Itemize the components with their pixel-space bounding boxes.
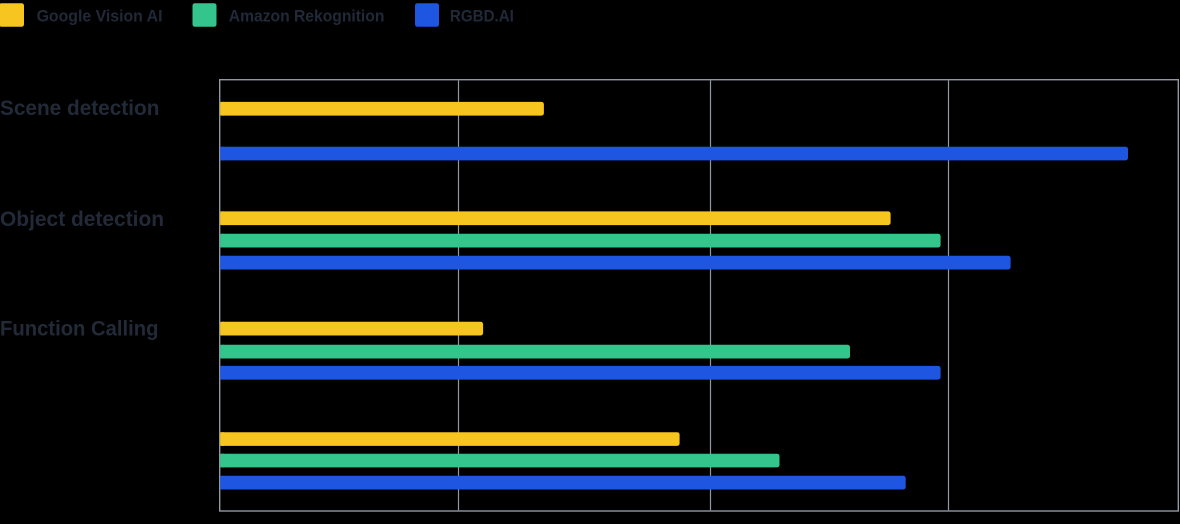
svg-text:Object detection: Object detection xyxy=(0,207,164,231)
svg-text:Google Vision AI: Google Vision AI xyxy=(37,8,163,26)
svg-text:Amazon Rekognition: Amazon Rekognition xyxy=(229,8,385,26)
svg-text:RGBD.AI: RGBD.AI xyxy=(450,8,514,26)
svg-text:Scene detection: Scene detection xyxy=(0,96,159,120)
svg-text:Function Calling: Function Calling xyxy=(0,316,159,340)
